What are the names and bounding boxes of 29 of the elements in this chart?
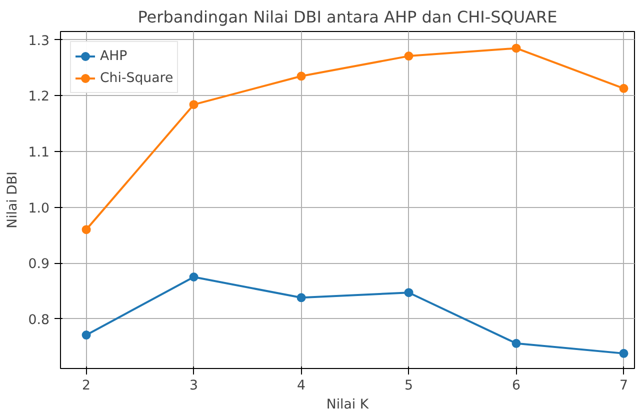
x-axis-title: Nilai K: [326, 398, 370, 412]
y-tick-label: 1.1: [28, 145, 50, 160]
point: [189, 272, 198, 282]
legend-label: Chi-Square: [100, 70, 174, 86]
point: [512, 338, 521, 348]
y-tick-label: 1.2: [28, 90, 50, 105]
legend-label: AHP: [100, 48, 128, 64]
x-tick-label: 6: [512, 378, 521, 394]
point: [296, 293, 306, 302]
x-tick-label: 5: [404, 378, 414, 394]
y-tick-label: 1.0: [28, 201, 50, 216]
y-tick-label: 0.9: [28, 257, 50, 272]
point: [82, 225, 91, 234]
point: [404, 288, 414, 298]
y-axis-title: Nilai DBI: [5, 172, 20, 228]
x-tick-label: 7: [620, 378, 628, 394]
point: [512, 44, 521, 53]
y-tick-label: 1.3: [28, 34, 50, 49]
point: [619, 348, 628, 358]
point: [296, 72, 306, 81]
point: [189, 100, 198, 110]
x-tick-label: 3: [190, 378, 198, 394]
chart-title: Perbandingan Nilai DBI antara AHP dan CHI-SQUARE: [138, 8, 558, 26]
x-tick-label: 2: [82, 378, 91, 394]
point: [82, 330, 91, 340]
y-tick-label: 0.8: [28, 312, 50, 328]
point: [619, 84, 628, 93]
point: [404, 52, 414, 61]
x-tick-label: 4: [297, 378, 306, 394]
